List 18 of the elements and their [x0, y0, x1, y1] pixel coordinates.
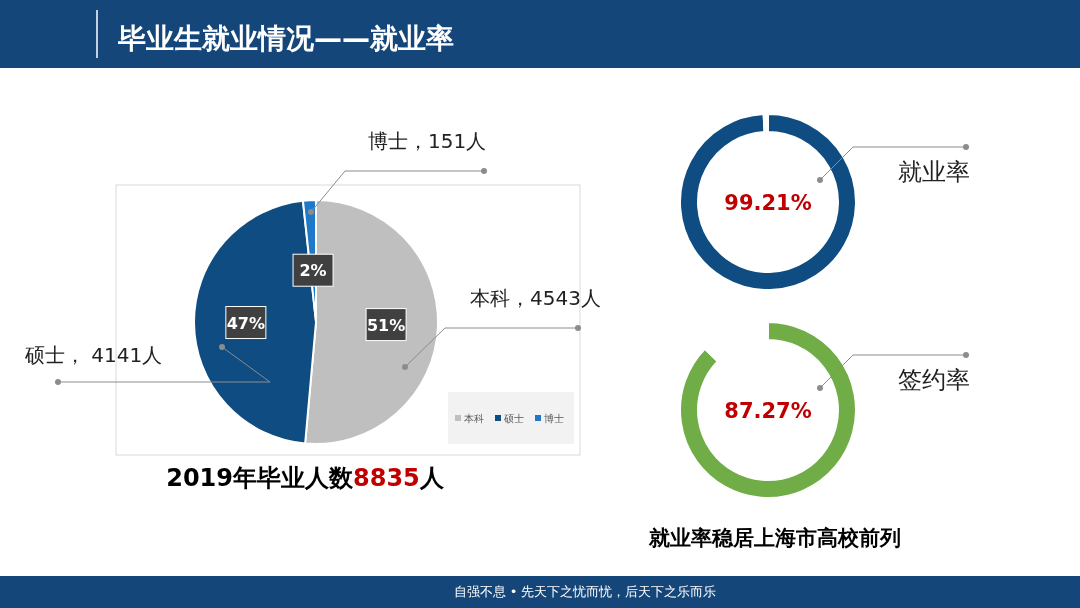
data-label: 硕士， 4141人	[24, 343, 163, 367]
text: 2%	[299, 261, 327, 281]
text: 51%	[366, 315, 406, 335]
text: 自强不息 • 先天下之忧而忧，后天下之乐而乐	[453, 584, 717, 599]
text: 就业率稳居上海市高校前列	[648, 526, 901, 550]
donut-slice	[679, 113, 857, 291]
data-label: 本科，4543人	[470, 286, 601, 310]
legend-label: 本科	[464, 413, 484, 424]
data-label: 99.21%	[724, 191, 812, 215]
legend-label: 硕士	[503, 413, 524, 424]
slice-label: 就业率	[898, 158, 970, 186]
data-label: 博士，151人	[368, 129, 487, 153]
legend-label: 博士	[544, 413, 564, 424]
text: 2019年毕业人数8835人	[166, 464, 445, 492]
text: 47%	[226, 313, 265, 333]
chart-title: 毕业生就业情况——就业率	[117, 22, 454, 55]
slice-label: 签约率	[898, 366, 970, 394]
data-label: 87.27%	[724, 399, 812, 423]
